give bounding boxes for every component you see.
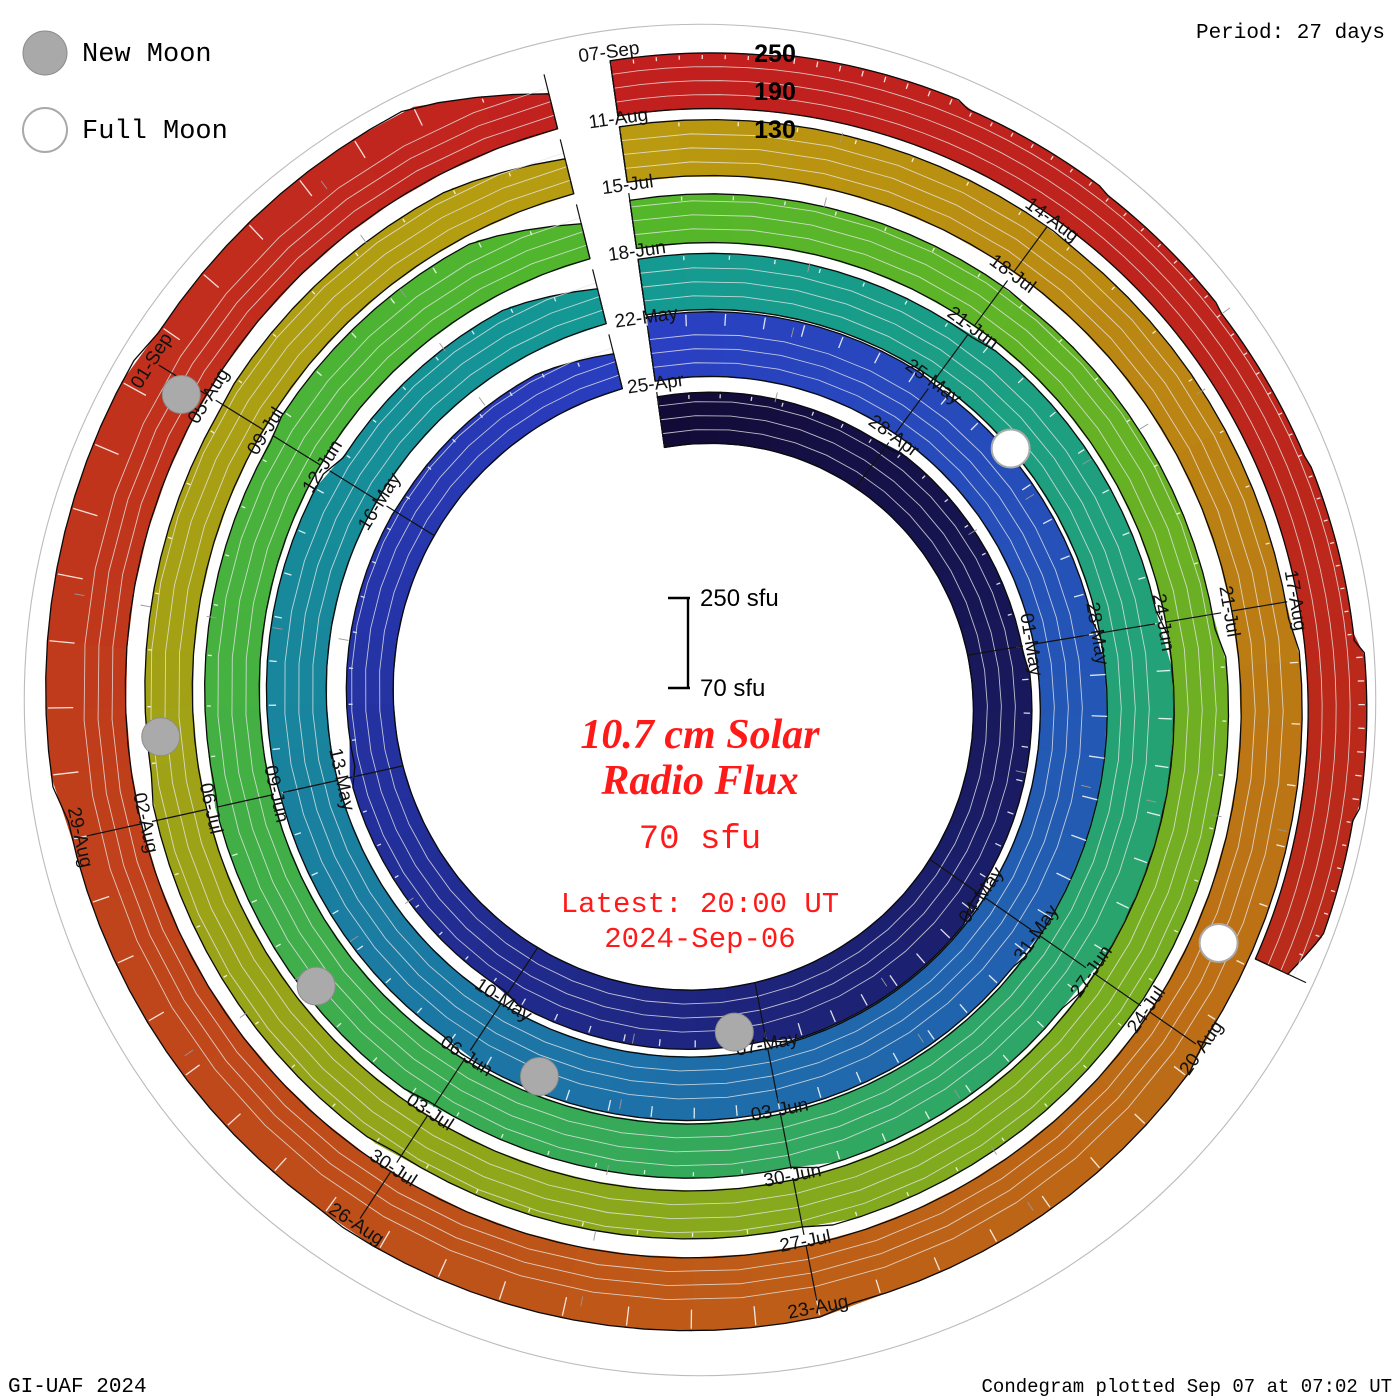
- svg-text:15-Jul: 15-Jul: [601, 171, 655, 199]
- svg-text:190: 190: [754, 78, 796, 106]
- svg-text:70 sfu: 70 sfu: [700, 675, 765, 702]
- svg-text:GI-UAF 2024: GI-UAF 2024: [8, 1376, 147, 1399]
- svg-text:10.7 cm Solar: 10.7 cm Solar: [580, 712, 820, 758]
- svg-text:Latest: 20:00 UT: Latest: 20:00 UT: [561, 888, 839, 921]
- svg-text:2024-Sep-06: 2024-Sep-06: [604, 923, 795, 956]
- svg-text:70 sfu: 70 sfu: [639, 821, 761, 859]
- svg-text:250 sfu: 250 sfu: [700, 585, 779, 612]
- svg-text:Condegram plotted Sep 07 at 07: Condegram plotted Sep 07 at 07:02 UT: [982, 1376, 1392, 1398]
- svg-text:130: 130: [754, 116, 796, 144]
- svg-text:New Moon: New Moon: [82, 40, 212, 70]
- svg-text:Full Moon: Full Moon: [82, 117, 228, 147]
- svg-text:250: 250: [754, 40, 796, 68]
- svg-text:Period: 27 days: Period: 27 days: [1196, 22, 1385, 45]
- svg-text:Radio Flux: Radio Flux: [600, 758, 798, 804]
